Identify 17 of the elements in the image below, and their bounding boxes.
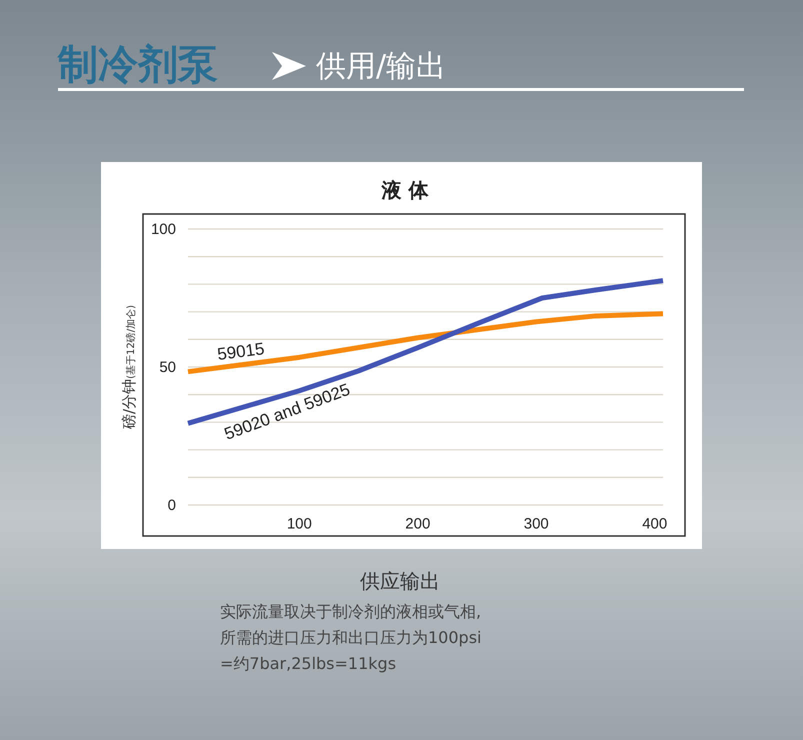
x-tick-label: 400 xyxy=(642,516,668,533)
text: 制冷剂泵 xyxy=(57,42,218,88)
y-axis-title: 磅/分钟(基于12磅/加仑) xyxy=(120,304,138,430)
text: 供应输出 xyxy=(360,569,440,593)
text: 59020 and 59025 xyxy=(222,380,352,444)
text: 实际流量取决于制冷剂的液相或气相, xyxy=(220,602,482,621)
text: 所需的进口压力和出口压力为100psi xyxy=(220,628,482,647)
x-tick-label: 200 xyxy=(405,516,430,533)
text: =约7bar,25lbs=11kgs xyxy=(220,654,396,673)
x-tick-label: 300 xyxy=(524,516,549,533)
chart-title: 液 体 xyxy=(380,178,430,202)
text: 供用/输出 xyxy=(316,49,446,84)
y-tick-label: 50 xyxy=(159,358,176,376)
y-tick-label: 100 xyxy=(150,220,176,238)
text: 59015 xyxy=(216,339,266,364)
y-tick-label: 0 xyxy=(168,496,176,514)
x-tick-label: 100 xyxy=(286,516,312,533)
